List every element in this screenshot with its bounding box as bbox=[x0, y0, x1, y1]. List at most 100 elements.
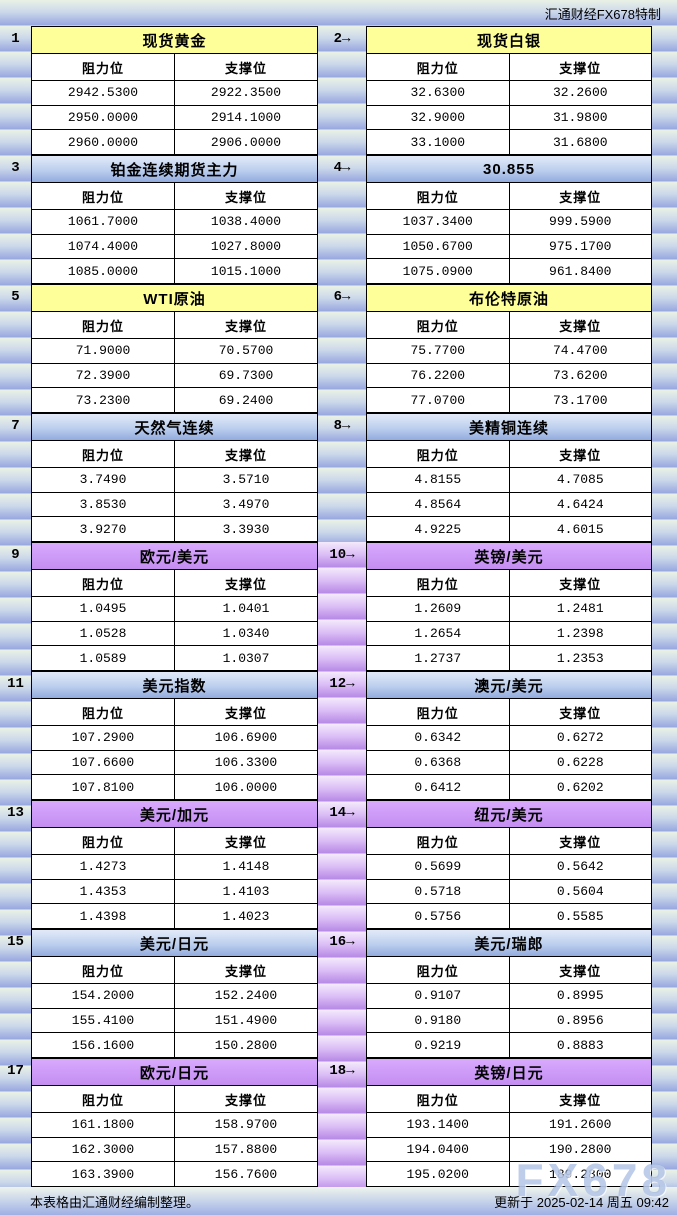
support-value: 2914.1000 bbox=[175, 105, 317, 130]
resistance-value: 156.1600 bbox=[32, 1033, 174, 1057]
resistance-value: 1075.0900 bbox=[367, 259, 509, 283]
support-value: 150.2800 bbox=[175, 1033, 317, 1057]
section-number-arrow: 8→ bbox=[318, 413, 366, 439]
resistance-value: 75.7700 bbox=[367, 339, 509, 363]
support-value: 157.8800 bbox=[175, 1137, 317, 1162]
resistance-value: 2942.5300 bbox=[32, 81, 174, 105]
section-title: 欧元/美元 bbox=[32, 543, 317, 569]
section-title: 美元/加元 bbox=[32, 801, 317, 827]
section-table-16: 美元/瑞郎 阻力位 支撑位 0.9107 0.8995 0.9180 0.8956 0.921… bbox=[366, 929, 652, 1058]
resistance-value: 193.1400 bbox=[367, 1113, 509, 1137]
section-number: 9 bbox=[11, 547, 20, 563]
tables-area: 现货黄金 阻力位 支撑位 2942.5300 2922.3500 2950.0000 291… bbox=[0, 26, 677, 1187]
support-value: 0.6202 bbox=[509, 775, 651, 799]
support-value: 3.3930 bbox=[175, 517, 317, 541]
section-title: 美元指数 bbox=[32, 672, 317, 698]
support-value: 32.2600 bbox=[509, 81, 651, 105]
section-table-18: 英镑/日元 阻力位 支撑位 193.1400 191.2600 194.0400 190.2… bbox=[366, 1058, 652, 1187]
section-table-7: 天然气连续 阻力位 支撑位 3.7490 3.5710 3.8530 3.4970 3.927… bbox=[31, 413, 318, 542]
middle-gutter-top bbox=[318, 26, 366, 542]
section-title: 澳元/美元 bbox=[367, 672, 651, 698]
section-title: 天然气连续 bbox=[32, 414, 317, 440]
support-value: 0.5642 bbox=[509, 855, 651, 879]
resistance-value: 0.6368 bbox=[367, 750, 509, 775]
left-gutter bbox=[0, 26, 31, 1187]
section-title: 美元/瑞郎 bbox=[367, 930, 651, 956]
resistance-header: 阻力位 bbox=[367, 183, 509, 209]
support-value: 4.6424 bbox=[509, 492, 651, 517]
top-credit-bar: 汇通财经FX678特制 bbox=[0, 0, 677, 26]
section-number: 12 bbox=[329, 676, 347, 692]
resistance-value: 107.2900 bbox=[32, 726, 174, 750]
section-number: 3 bbox=[11, 160, 20, 176]
resistance-header: 阻力位 bbox=[32, 1086, 174, 1112]
support-header: 支撑位 bbox=[175, 699, 317, 725]
section-title: 英镑/日元 bbox=[367, 1059, 651, 1085]
section-title: 欧元/日元 bbox=[32, 1059, 317, 1085]
resistance-value: 77.0700 bbox=[367, 388, 509, 412]
resistance-value: 154.2000 bbox=[32, 984, 174, 1008]
resistance-header: 阻力位 bbox=[367, 54, 509, 80]
support-value: 3.4970 bbox=[175, 492, 317, 517]
resistance-header: 阻力位 bbox=[32, 957, 174, 983]
resistance-value: 4.8155 bbox=[367, 468, 509, 492]
support-value: 3.5710 bbox=[175, 468, 317, 492]
resistance-value: 0.6342 bbox=[367, 726, 509, 750]
section-number: 15 bbox=[7, 934, 24, 950]
section-table-2: 现货白银 阻力位 支撑位 32.6300 32.2600 32.9000 31.9800 33… bbox=[366, 26, 652, 155]
support-value: 151.4900 bbox=[175, 1008, 317, 1033]
resistance-value: 1.4353 bbox=[32, 879, 174, 904]
resistance-value: 1.4273 bbox=[32, 855, 174, 879]
resistance-value: 1085.0000 bbox=[32, 259, 174, 283]
resistance-value: 1.4398 bbox=[32, 904, 174, 928]
footer-note: 本表格由汇通财经编制整理。 bbox=[30, 1194, 200, 1210]
resistance-value: 0.5756 bbox=[367, 904, 509, 928]
resistance-value: 1037.3400 bbox=[367, 210, 509, 234]
middle-gutter-bottom bbox=[318, 542, 366, 1187]
support-value: 1027.8000 bbox=[175, 234, 317, 259]
resistance-header: 阻力位 bbox=[32, 699, 174, 725]
credit-text: 汇通财经FX678特制 bbox=[544, 6, 661, 22]
support-value: 106.3300 bbox=[175, 750, 317, 775]
support-header: 支撑位 bbox=[175, 957, 317, 983]
resistance-value: 195.0200 bbox=[367, 1162, 509, 1186]
resistance-value: 3.9270 bbox=[32, 517, 174, 541]
support-header: 支撑位 bbox=[509, 957, 651, 983]
resistance-value: 73.2300 bbox=[32, 388, 174, 412]
resistance-value: 0.9219 bbox=[367, 1033, 509, 1057]
right-arrow-icon: → bbox=[342, 31, 351, 47]
support-value: 1.4023 bbox=[175, 904, 317, 928]
support-value: 158.9700 bbox=[175, 1113, 317, 1137]
right-arrow-icon: → bbox=[342, 160, 351, 176]
right-arrow-icon: → bbox=[346, 934, 355, 950]
support-value: 106.6900 bbox=[175, 726, 317, 750]
support-header: 支撑位 bbox=[509, 1086, 651, 1112]
resistance-value: 1.2609 bbox=[367, 597, 509, 621]
resistance-value: 107.6600 bbox=[32, 750, 174, 775]
resistance-value: 3.8530 bbox=[32, 492, 174, 517]
resistance-value: 0.5699 bbox=[367, 855, 509, 879]
resistance-value: 4.8564 bbox=[367, 492, 509, 517]
support-value: 1.4148 bbox=[175, 855, 317, 879]
support-header: 支撑位 bbox=[509, 699, 651, 725]
support-header: 支撑位 bbox=[509, 54, 651, 80]
left-table-column: 现货黄金 阻力位 支撑位 2942.5300 2922.3500 2950.0000 291… bbox=[31, 26, 318, 1187]
section-number: 4 bbox=[333, 160, 342, 176]
right-gutter bbox=[652, 26, 677, 1187]
section-table-6: 布伦特原油 阻力位 支撑位 75.7700 74.4700 76.2200 73.6200 7… bbox=[366, 284, 652, 413]
section-number: 17 bbox=[7, 1063, 24, 1079]
resistance-value: 1.0495 bbox=[32, 597, 174, 621]
support-value: 2922.3500 bbox=[175, 81, 317, 105]
resistance-header: 阻力位 bbox=[32, 54, 174, 80]
section-number-arrow: 16→ bbox=[318, 929, 366, 955]
section-number: 18 bbox=[329, 1063, 347, 1079]
support-value: 0.5604 bbox=[509, 879, 651, 904]
resistance-header: 阻力位 bbox=[367, 1086, 509, 1112]
section-table-8: 美精铜连续 阻力位 支撑位 4.8155 4.7085 4.8564 4.6424 4.922… bbox=[366, 413, 652, 542]
section-table-5: WTI原油 阻力位 支撑位 71.9000 70.5700 72.3900 69.7300 7… bbox=[31, 284, 318, 413]
support-value: 999.5900 bbox=[509, 210, 651, 234]
resistance-value: 163.3900 bbox=[32, 1162, 174, 1186]
support-value: 31.9800 bbox=[509, 105, 651, 130]
section-number-arrow: 10→ bbox=[318, 542, 366, 568]
resistance-value: 33.1000 bbox=[367, 130, 509, 154]
